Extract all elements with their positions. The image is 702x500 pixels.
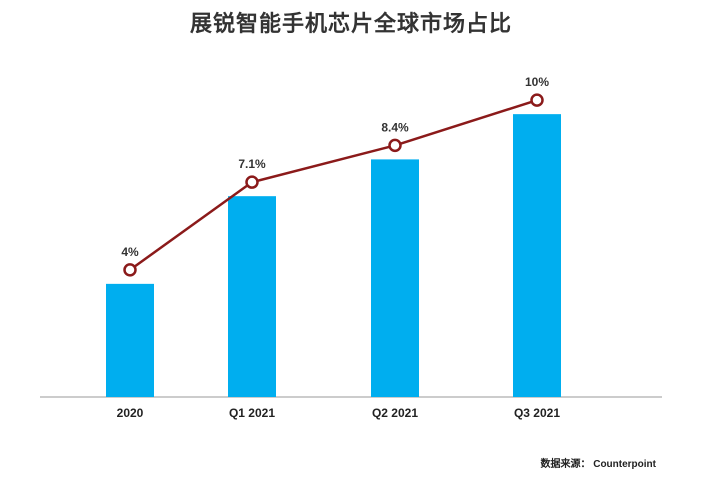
source-note: 数据来源： Counterpoint: [540, 459, 656, 470]
trend-line: [129, 98, 538, 271]
bar-q3-2021: [513, 114, 561, 398]
trend-marker: [245, 175, 259, 189]
trend-marker: [388, 138, 402, 153]
data-labels-group: 4% 7.1% 8.4% 10%: [121, 75, 549, 259]
x-tick-label: Q2 2021: [372, 406, 418, 420]
bars-group: [106, 114, 561, 398]
bar-2020: [106, 283, 154, 397]
bar-q2-2021: [371, 159, 419, 397]
trend-marker: [123, 263, 137, 277]
bar-q1-2021: [228, 196, 276, 397]
data-label: 4%: [121, 245, 139, 259]
trend-marker: [530, 93, 544, 107]
chart-title: 展锐智能手机芯片全球市场占比: [189, 11, 512, 36]
data-label: 8.4%: [381, 120, 409, 134]
x-tick-label: Q1 2021: [229, 406, 275, 420]
x-tick-label: 2020: [117, 406, 144, 420]
data-label: 10%: [525, 75, 549, 89]
tick-labels-group: 2020 Q1 2021 Q2 2021 Q3 2021: [117, 406, 561, 420]
x-tick-label: Q3 2021: [514, 406, 560, 420]
markers-group: [123, 93, 544, 277]
data-label: 7.1%: [238, 157, 266, 171]
